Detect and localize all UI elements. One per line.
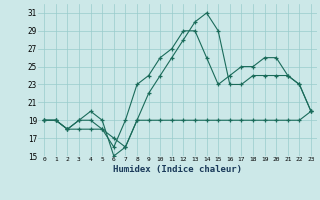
X-axis label: Humidex (Indice chaleur): Humidex (Indice chaleur) xyxy=(113,165,242,174)
